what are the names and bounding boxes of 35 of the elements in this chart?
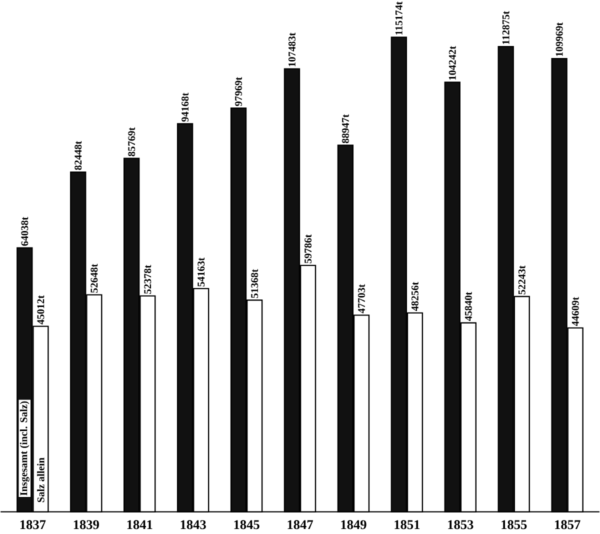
x-tick-label: 1845: [234, 520, 260, 530]
data-label: 88947t: [342, 114, 349, 144]
data-label: 44609t: [572, 296, 579, 326]
data-label: 45840t: [464, 292, 472, 321]
data-label: 85769t: [128, 127, 136, 156]
data-label: 97969t: [235, 76, 242, 106]
data-label: 112875t: [502, 10, 510, 44]
x-tick-label: 1839: [74, 520, 99, 530]
x-tick-label: 1841: [127, 520, 152, 530]
x-tick-label: 1843: [180, 520, 206, 530]
x-tick-label: 1847: [288, 520, 313, 530]
data-label: 52648t: [90, 264, 98, 293]
data-label: 64038t: [21, 216, 28, 246]
data-label: 82448t: [74, 140, 82, 170]
data-label: 45012t: [37, 295, 44, 324]
data-label: 104242t: [448, 46, 456, 80]
data-label: 52243t: [518, 265, 526, 294]
data-label: 47703t: [358, 284, 365, 314]
data-label: 51368t: [251, 269, 258, 298]
data-label: 52378t: [144, 264, 152, 294]
data-label: 48256t: [411, 282, 418, 311]
x-tick-label: 1857: [555, 520, 580, 530]
x-tick-label: 1855: [502, 520, 527, 530]
series-label: Insgesamt (incl. Salz): [20, 401, 30, 496]
x-tick-label: 1837: [20, 520, 46, 530]
data-label: 94168t: [182, 92, 189, 122]
series-label: Salz allein: [37, 458, 44, 502]
data-label: 54163t: [198, 258, 205, 286]
data-label: 107483t: [288, 32, 296, 66]
data-label: 59786t: [304, 234, 312, 264]
x-tick-label: 1849: [341, 520, 366, 530]
x-tick-label: 1851: [394, 520, 420, 530]
data-label: 109969t: [556, 22, 563, 56]
data-label: 115174t: [395, 1, 402, 35]
x-tick-label: 1853: [448, 520, 474, 530]
